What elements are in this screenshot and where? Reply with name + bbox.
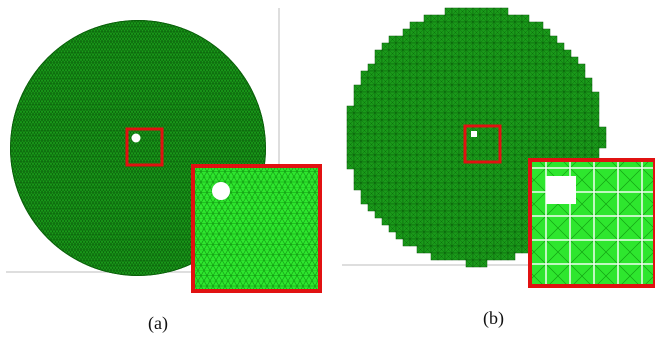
panel-a-hole — [131, 133, 141, 143]
panel-b-hole — [471, 131, 477, 137]
panel-a-figure — [6, 8, 322, 293]
panel-a: (a) — [6, 8, 322, 333]
caption-b: (b) — [483, 308, 504, 328]
panel-b: (b) — [330, 0, 655, 337]
panel-b-zoom-hole — [546, 176, 576, 204]
panel-b-figure — [342, 7, 655, 288]
panel-b-disk — [346, 7, 607, 268]
panel-a-zoom-inset — [191, 164, 322, 293]
panel-a-zoom-hole — [212, 182, 230, 200]
panel-a-highlight-box — [125, 127, 164, 167]
caption-a: (a) — [148, 313, 168, 333]
panel-b-highlight-box — [463, 124, 502, 164]
panel-b-zoom-inset — [528, 158, 655, 288]
